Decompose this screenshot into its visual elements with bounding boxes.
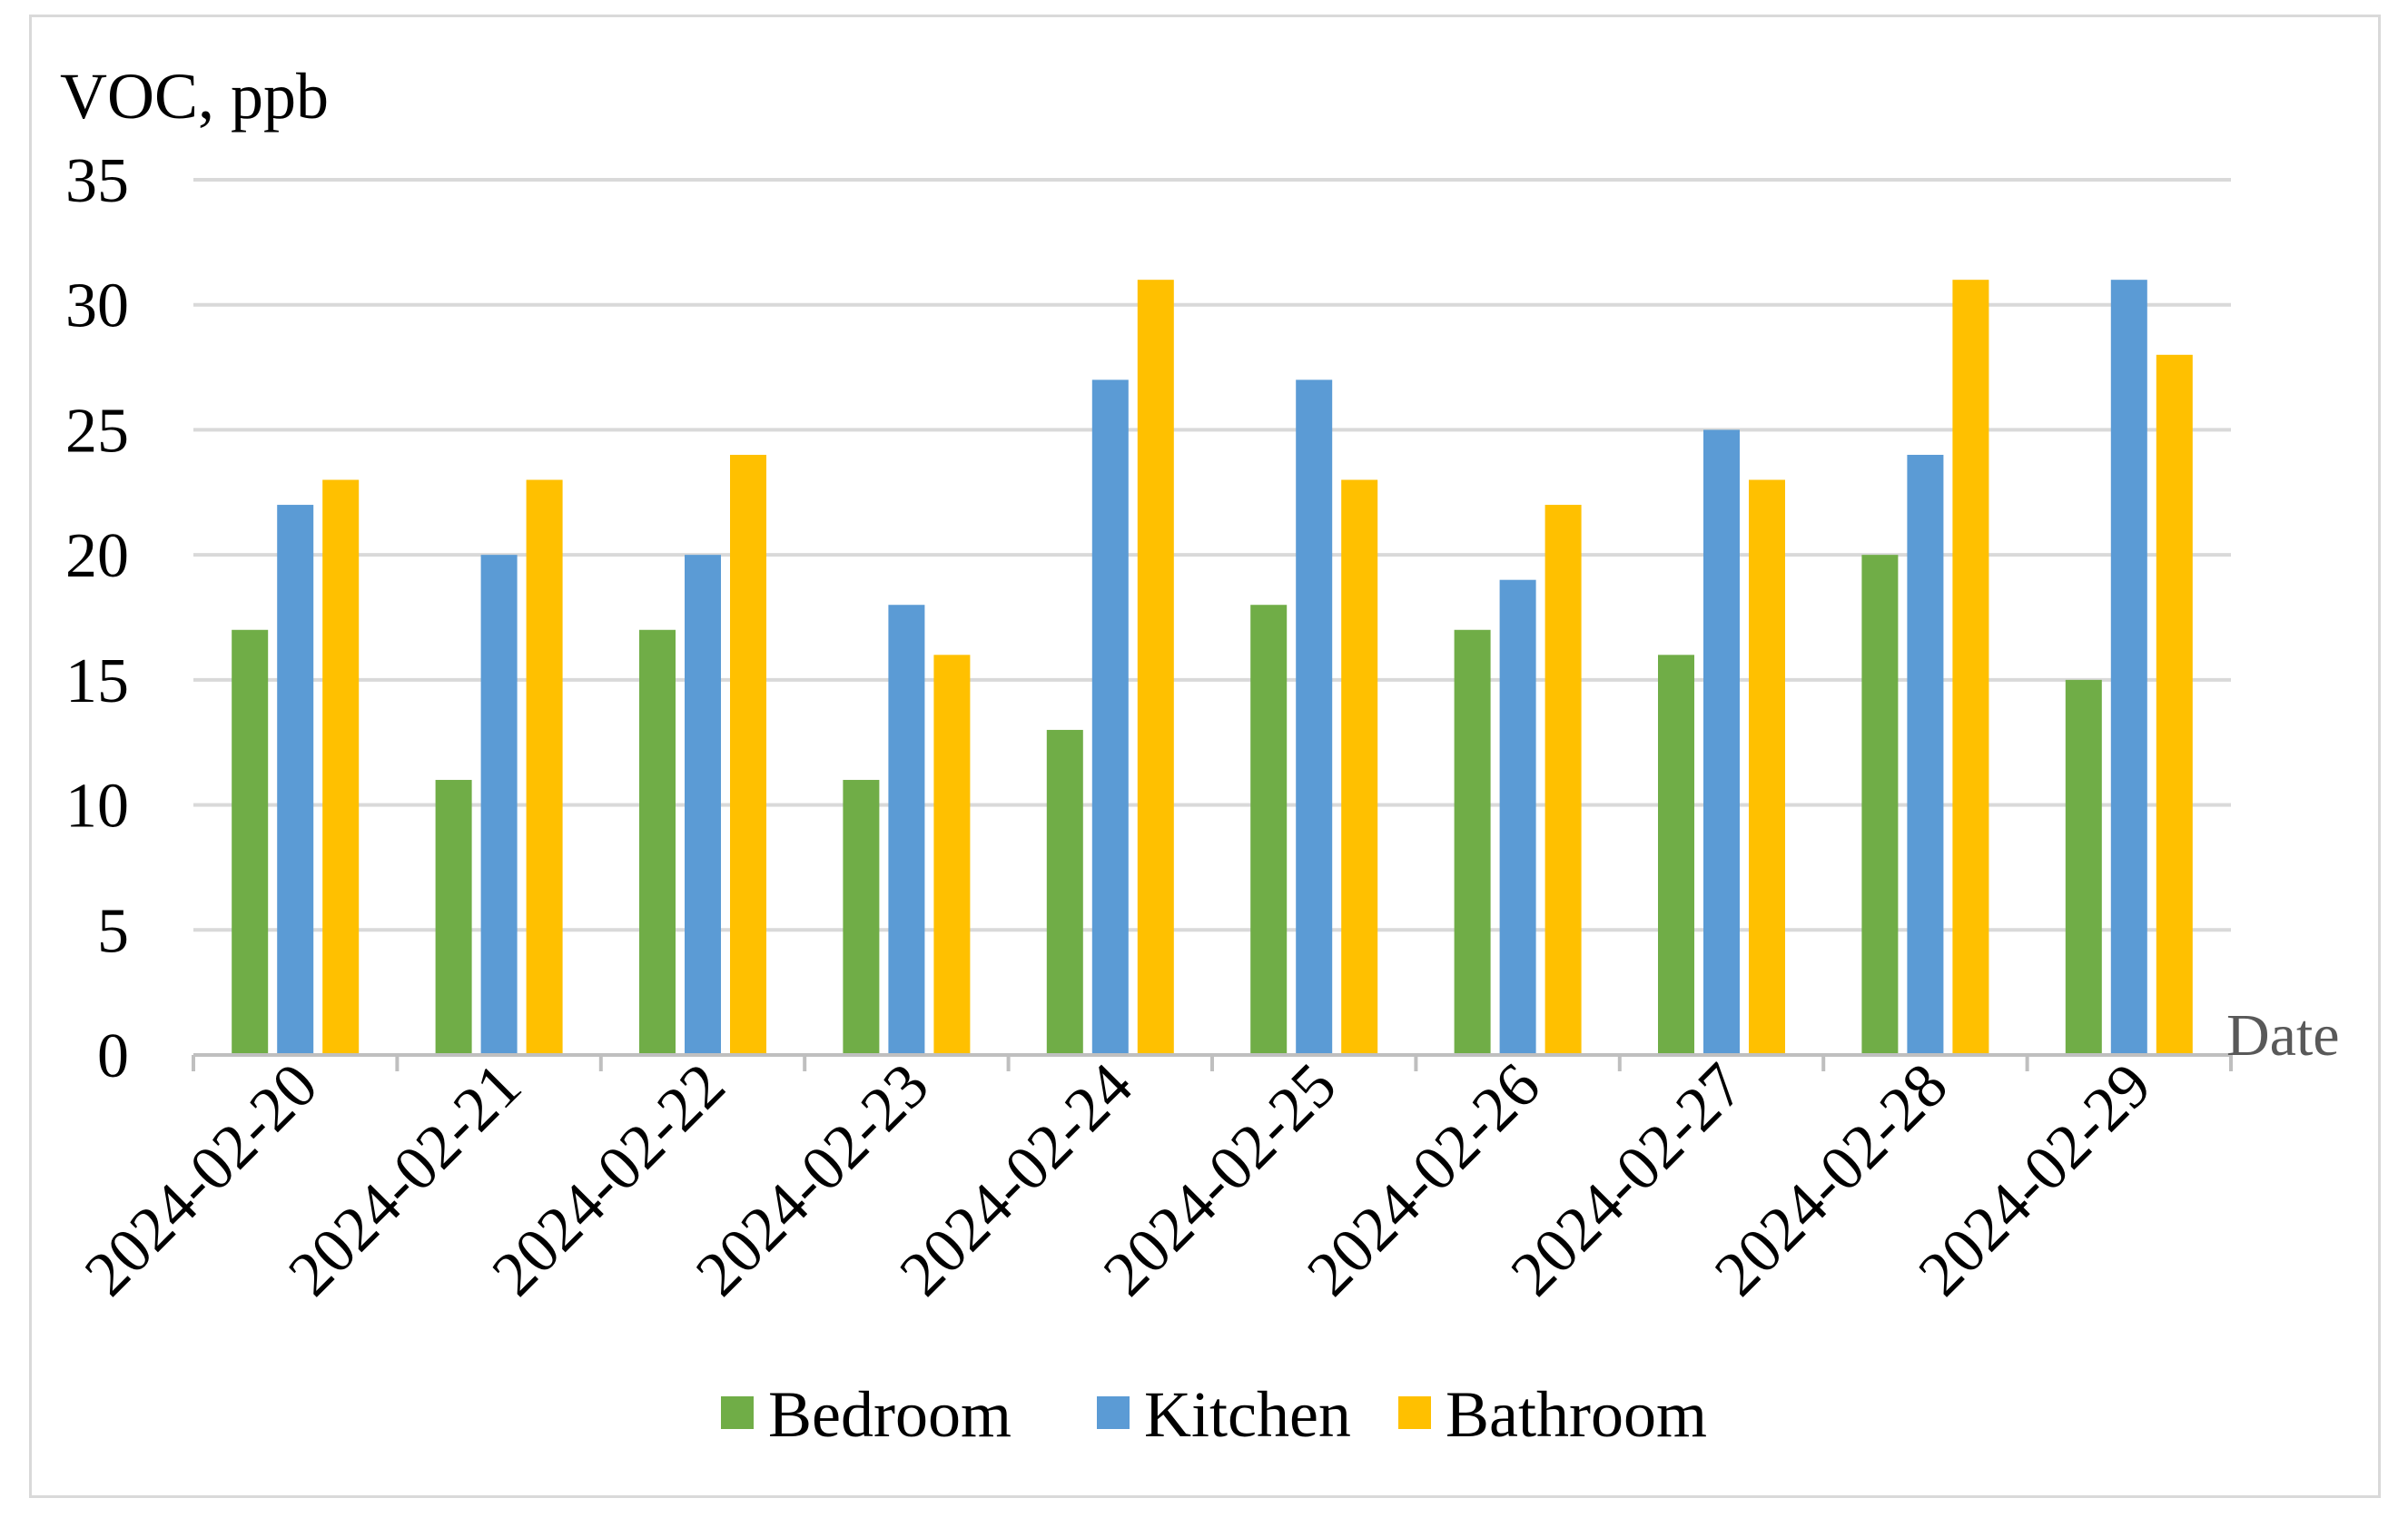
bar-bedroom-2024-02-20 [232,629,269,1055]
bar-bathroom-2024-02-28 [1952,280,1989,1056]
bar-bedroom-2024-02-26 [1454,629,1491,1055]
bar-bedroom-2024-02-24 [1046,729,1083,1055]
bar-kitchen-2024-02-25 [1296,380,1333,1055]
legend-label-kitchen: Kitchen [1144,1378,1351,1451]
bar-kitchen-2024-02-27 [1703,429,1740,1055]
bar-bedroom-2024-02-25 [1250,605,1288,1055]
chart-frame [29,15,2381,1498]
legend-label-bedroom: Bedroom [768,1378,1012,1451]
y-tick-label: 0 [97,1021,129,1091]
bar-bathroom-2024-02-24 [1137,280,1174,1056]
bar-bedroom-2024-02-21 [435,780,472,1055]
bar-bathroom-2024-02-25 [1341,479,1378,1055]
bar-bathroom-2024-02-20 [322,479,360,1055]
bar-bathroom-2024-02-23 [933,655,971,1055]
bar-kitchen-2024-02-21 [480,555,518,1055]
bar-bathroom-2024-02-22 [730,454,766,1055]
bar-bedroom-2024-02-29 [2065,679,2102,1055]
y-tick-label: 5 [97,896,129,966]
bar-kitchen-2024-02-22 [685,555,721,1055]
bar-bathroom-2024-02-27 [1749,479,1785,1055]
y-tick-labels: 0 5 10 15 20 25 30 35 [65,146,129,1091]
x-tick-labels: 2024-02-202024-02-212024-02-222024-02-23… [72,1050,2165,1309]
bar-bedroom-2024-02-22 [639,629,676,1055]
y-tick-label: 15 [65,646,129,716]
y-axis-label: VOC, ppb [60,60,329,133]
bar-bathroom-2024-02-21 [526,479,563,1055]
bar-kitchen-2024-02-24 [1091,380,1129,1055]
y-tick-label: 10 [65,772,129,842]
bar-kitchen-2024-02-29 [2110,280,2147,1056]
bar-bathroom-2024-02-29 [2156,354,2193,1055]
y-tick-label: 30 [65,271,129,341]
legend-swatch-bathroom [1398,1396,1431,1429]
y-tick-label: 20 [65,521,129,591]
bar-kitchen-2024-02-28 [1907,454,1944,1055]
legend: Bedroom Kitchen Bathroom [721,1378,1707,1451]
bar-kitchen-2024-02-26 [1499,579,1536,1055]
bar-bedroom-2024-02-27 [1658,655,1694,1055]
y-tick-label: 25 [65,396,129,466]
bar-kitchen-2024-02-23 [888,605,925,1055]
bars [232,280,2193,1056]
bar-bedroom-2024-02-23 [843,780,880,1055]
bar-bedroom-2024-02-28 [1861,555,1899,1055]
legend-label-bathroom: Bathroom [1446,1378,1707,1451]
bar-kitchen-2024-02-20 [277,505,314,1055]
y-tick-label: 35 [65,146,129,216]
legend-swatch-bedroom [721,1396,754,1429]
x-axis [192,1053,2233,1071]
x-axis-label: Date [2226,1002,2340,1069]
bar-bathroom-2024-02-26 [1544,505,1582,1055]
legend-swatch-kitchen [1097,1396,1130,1429]
